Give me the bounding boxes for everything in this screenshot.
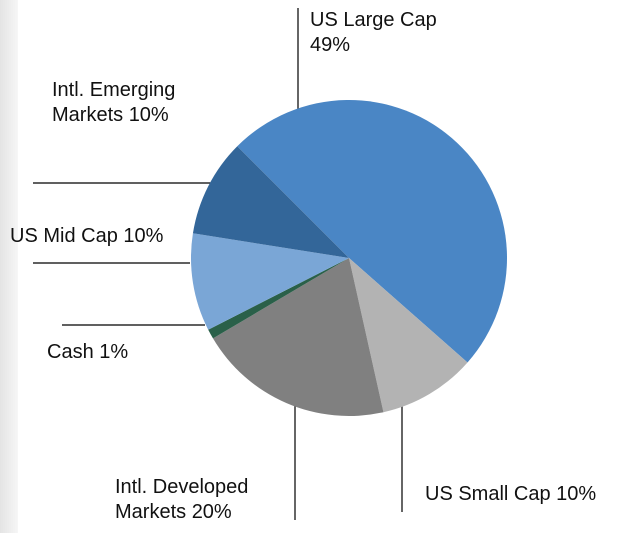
category-label: US Large Cap	[310, 9, 437, 31]
category-label: Intl. Emerging Markets	[52, 79, 176, 126]
category-label: US Small Cap	[425, 483, 551, 505]
slice-label: US Large Cap 49%	[310, 8, 450, 58]
pie-slice	[213, 258, 384, 416]
slice-label: US Small Cap 10%	[425, 482, 632, 507]
pie-slice	[191, 233, 349, 330]
value-label: 20%	[191, 501, 232, 523]
value-label: 49%	[310, 34, 351, 56]
pie-slice	[237, 99, 508, 363]
side-strip	[0, 0, 18, 533]
value-label: 10%	[556, 483, 597, 505]
category-label: Cash	[47, 341, 94, 363]
category-label: Intl. Developed Markets	[115, 476, 249, 523]
value-label: 10%	[128, 104, 169, 126]
pie-slice	[192, 146, 349, 258]
slice-label: Intl. Emerging Markets 10%	[52, 78, 212, 128]
value-label: 10%	[123, 225, 164, 247]
pie-slice	[349, 258, 468, 413]
slice-label: Intl. Developed Markets 20%	[115, 475, 265, 525]
slice-label: Cash 1%	[47, 340, 167, 365]
value-label: 1%	[99, 341, 129, 363]
category-label: US Mid Cap	[10, 225, 118, 247]
pie-slice	[208, 258, 349, 339]
slice-label: US Mid Cap 10%	[10, 224, 210, 249]
